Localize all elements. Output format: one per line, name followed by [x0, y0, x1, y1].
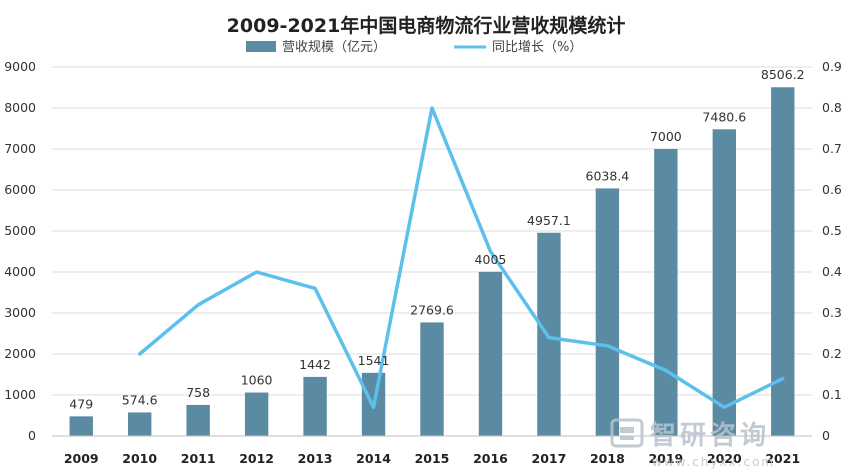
x-tick-label: 2012 [239, 451, 274, 466]
watermark-logo-icon [610, 418, 644, 448]
bar-data-label: 1060 [241, 373, 273, 388]
bar [69, 416, 93, 436]
x-tick-label: 2013 [298, 451, 333, 466]
y-axis-right: 0 0.1 0.2 0.3 0.4 0.5 0.6 0.7 0.8 0.9 [822, 59, 842, 443]
bar [303, 376, 327, 436]
bar-data-label: 2769.6 [410, 302, 454, 317]
x-tick-label: 2014 [356, 451, 391, 466]
bar [186, 404, 210, 436]
y-left-tick-label: 9000 [4, 59, 36, 74]
y-right-tick-label: 0.2 [822, 346, 842, 361]
bar [595, 188, 620, 436]
x-tick-label: 2019 [648, 451, 683, 466]
x-tick-label: 2011 [181, 451, 216, 466]
y-right-tick-label: 0.5 [822, 223, 842, 238]
bar [420, 322, 444, 436]
y-axis-left: 0 1000 2000 3000 4000 5000 6000 7000 8000 9000 [4, 59, 36, 443]
y-right-tick-label: 0.8 [822, 100, 842, 115]
bar [654, 149, 678, 436]
y-right-tick-label: 0.3 [822, 305, 842, 320]
y-left-tick-label: 1000 [4, 387, 36, 402]
x-tick-label: 2021 [765, 451, 800, 466]
y-right-tick-label: 0.7 [822, 141, 842, 156]
bar [478, 271, 503, 436]
y-left-tick-label: 3000 [4, 305, 36, 320]
x-tick-label: 2016 [473, 451, 508, 466]
bar-data-label: 574.6 [122, 392, 158, 407]
bar [128, 412, 152, 436]
x-tick-label: 2020 [707, 451, 742, 466]
bar [537, 232, 561, 436]
bar-data-label: 4957.1 [527, 213, 571, 228]
y-left-tick-label: 2000 [4, 346, 36, 361]
y-right-tick-label: 0.1 [822, 387, 842, 402]
bar-data-label: 479 [69, 396, 93, 411]
bar-data-label: 758 [186, 385, 210, 400]
y-right-tick-label: 0.4 [822, 264, 842, 279]
watermark-url: www.chyxx.com [652, 455, 775, 469]
growth-series-line [137, 106, 785, 410]
bar [771, 87, 795, 437]
legend-label-growth: 同比增长（%） [492, 40, 582, 55]
x-tick-label: 2009 [64, 451, 99, 466]
bar-data-label: 1442 [299, 357, 331, 372]
x-axis: 2009 2010 2011 2012 2013 2014 2015 2016 2017 2018… [52, 435, 812, 466]
y-left-tick-label: 4000 [4, 264, 36, 279]
bar [712, 129, 736, 436]
bars [69, 87, 795, 437]
watermark-logo-text: 智研咨询 [650, 420, 770, 451]
growth-line [137, 106, 785, 410]
watermark: 智研咨询 www.chyxx.com [610, 418, 775, 469]
y-right-tick-label: 0.6 [822, 182, 842, 197]
y-left-tick-label: 6000 [4, 182, 36, 197]
y-left-tick-label: 0 [28, 428, 36, 443]
y-right-tick-label: 0.9 [822, 59, 842, 74]
legend-label-revenue: 营收规模（亿元） [282, 40, 386, 55]
bar-data-label: 7480.6 [702, 109, 746, 124]
y-right-tick-label: 0 [822, 428, 830, 443]
legend-swatch-revenue [246, 41, 276, 52]
chart-title: 2009-2021年中国电商物流行业营收规模统计 [227, 14, 626, 37]
x-tick-label: 2017 [532, 451, 567, 466]
legend: 营收规模（亿元） 同比增长（%） [246, 40, 582, 55]
bar-data-label: 1541 [358, 353, 390, 368]
data-labels: 479 574.6 758 1060 1442 1541 2769.6 4005 4957.1 6… [69, 67, 804, 411]
y-left-tick-label: 7000 [4, 141, 36, 156]
bar [244, 392, 269, 436]
x-tick-label: 2015 [415, 451, 450, 466]
x-tick-label: 2010 [122, 451, 157, 466]
bar-data-label: 7000 [650, 129, 682, 144]
bar-data-label: 8506.2 [761, 67, 805, 82]
bar-data-label: 4005 [475, 252, 507, 267]
y-left-tick-label: 8000 [4, 100, 36, 115]
y-left-tick-label: 5000 [4, 223, 36, 238]
bar-data-label: 6038.4 [586, 168, 630, 183]
x-tick-label: 2018 [590, 451, 625, 466]
